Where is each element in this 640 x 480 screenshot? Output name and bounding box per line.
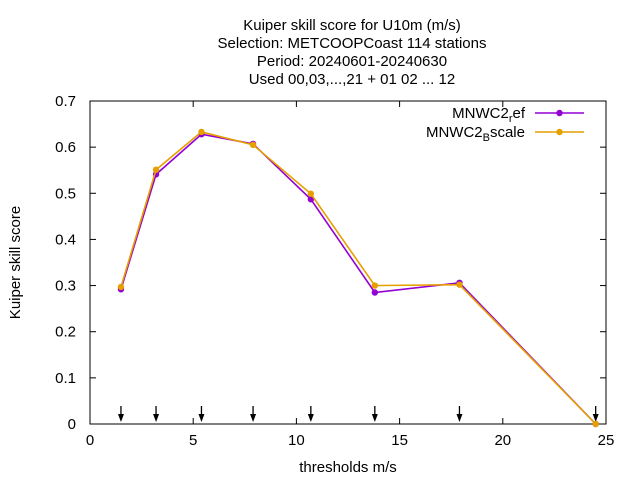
legend-swatch-point [556, 128, 563, 136]
data-point [307, 190, 315, 197]
x-tick-label: 5 [189, 432, 197, 449]
y-tick-label: 0.4 [55, 231, 76, 248]
data-point [307, 196, 315, 203]
series-line [120, 133, 597, 425]
series-layer [117, 128, 599, 428]
y-tick-label: 0.5 [55, 185, 76, 202]
y-tick-label: 0 [68, 416, 76, 433]
legend-label: MNWC2ref [452, 105, 526, 125]
threshold-arrow [371, 406, 378, 422]
y-tick-label: 0.6 [55, 139, 76, 156]
threshold-arrow [456, 406, 463, 422]
data-point [592, 420, 599, 428]
x-tick-label: 10 [288, 432, 305, 449]
x-tick-label: 15 [391, 432, 408, 449]
series-MNWC2_Bscale [117, 128, 599, 428]
data-point [198, 128, 205, 136]
y-axis: 0 0.1 0.2 0.3 0.4 0.5 0.6 0.7 [55, 93, 606, 433]
y-axis-label: Kuiper skill score [7, 206, 24, 319]
x-tick-label: 25 [598, 432, 615, 449]
x-axis-label: thresholds m/s [299, 459, 397, 476]
data-point [371, 289, 379, 296]
y-tick-label: 0.7 [55, 93, 76, 110]
threshold-arrow [250, 406, 257, 422]
legend-swatch-point [556, 109, 563, 117]
data-point [456, 281, 463, 288]
x-tick-label: 20 [494, 432, 511, 449]
threshold-arrow [153, 406, 160, 422]
title-line: Kuiper skill score for U10m (m/s) [243, 17, 461, 34]
data-point [371, 282, 379, 289]
title-line: Selection: METCOOPCoast 114 stations [217, 35, 486, 52]
x-axis: 0 5 10 15 20 25 [86, 101, 615, 449]
series-line [120, 131, 597, 425]
threshold-arrow [117, 406, 124, 422]
title-line: Used 00,03,...,21 + 01 02 ... 12 [249, 71, 455, 88]
threshold-arrow [592, 406, 599, 422]
legend-entry: MNWC2ref [452, 105, 584, 125]
y-tick-label: 0.2 [55, 324, 76, 341]
threshold-arrow [307, 406, 314, 422]
y-tick-label: 0.3 [55, 278, 76, 295]
plot-frame [89, 100, 607, 425]
data-point [117, 283, 125, 291]
legend-entry: MNWC2Bscale [426, 124, 584, 144]
plot-border [89, 100, 607, 425]
legend-label: MNWC2Bscale [426, 124, 525, 144]
x-tick-label: 0 [86, 432, 94, 449]
data-point [152, 166, 160, 173]
threshold-markers [117, 406, 599, 422]
y-tick-label: 0.1 [55, 370, 76, 387]
title-line: Period: 20240601-20240630 [257, 53, 447, 70]
chart-title: Kuiper skill score for U10m (m/s)Selecti… [217, 17, 486, 88]
threshold-arrow [198, 406, 205, 422]
data-point [249, 141, 257, 149]
series-MNWC2_ref [117, 131, 599, 428]
